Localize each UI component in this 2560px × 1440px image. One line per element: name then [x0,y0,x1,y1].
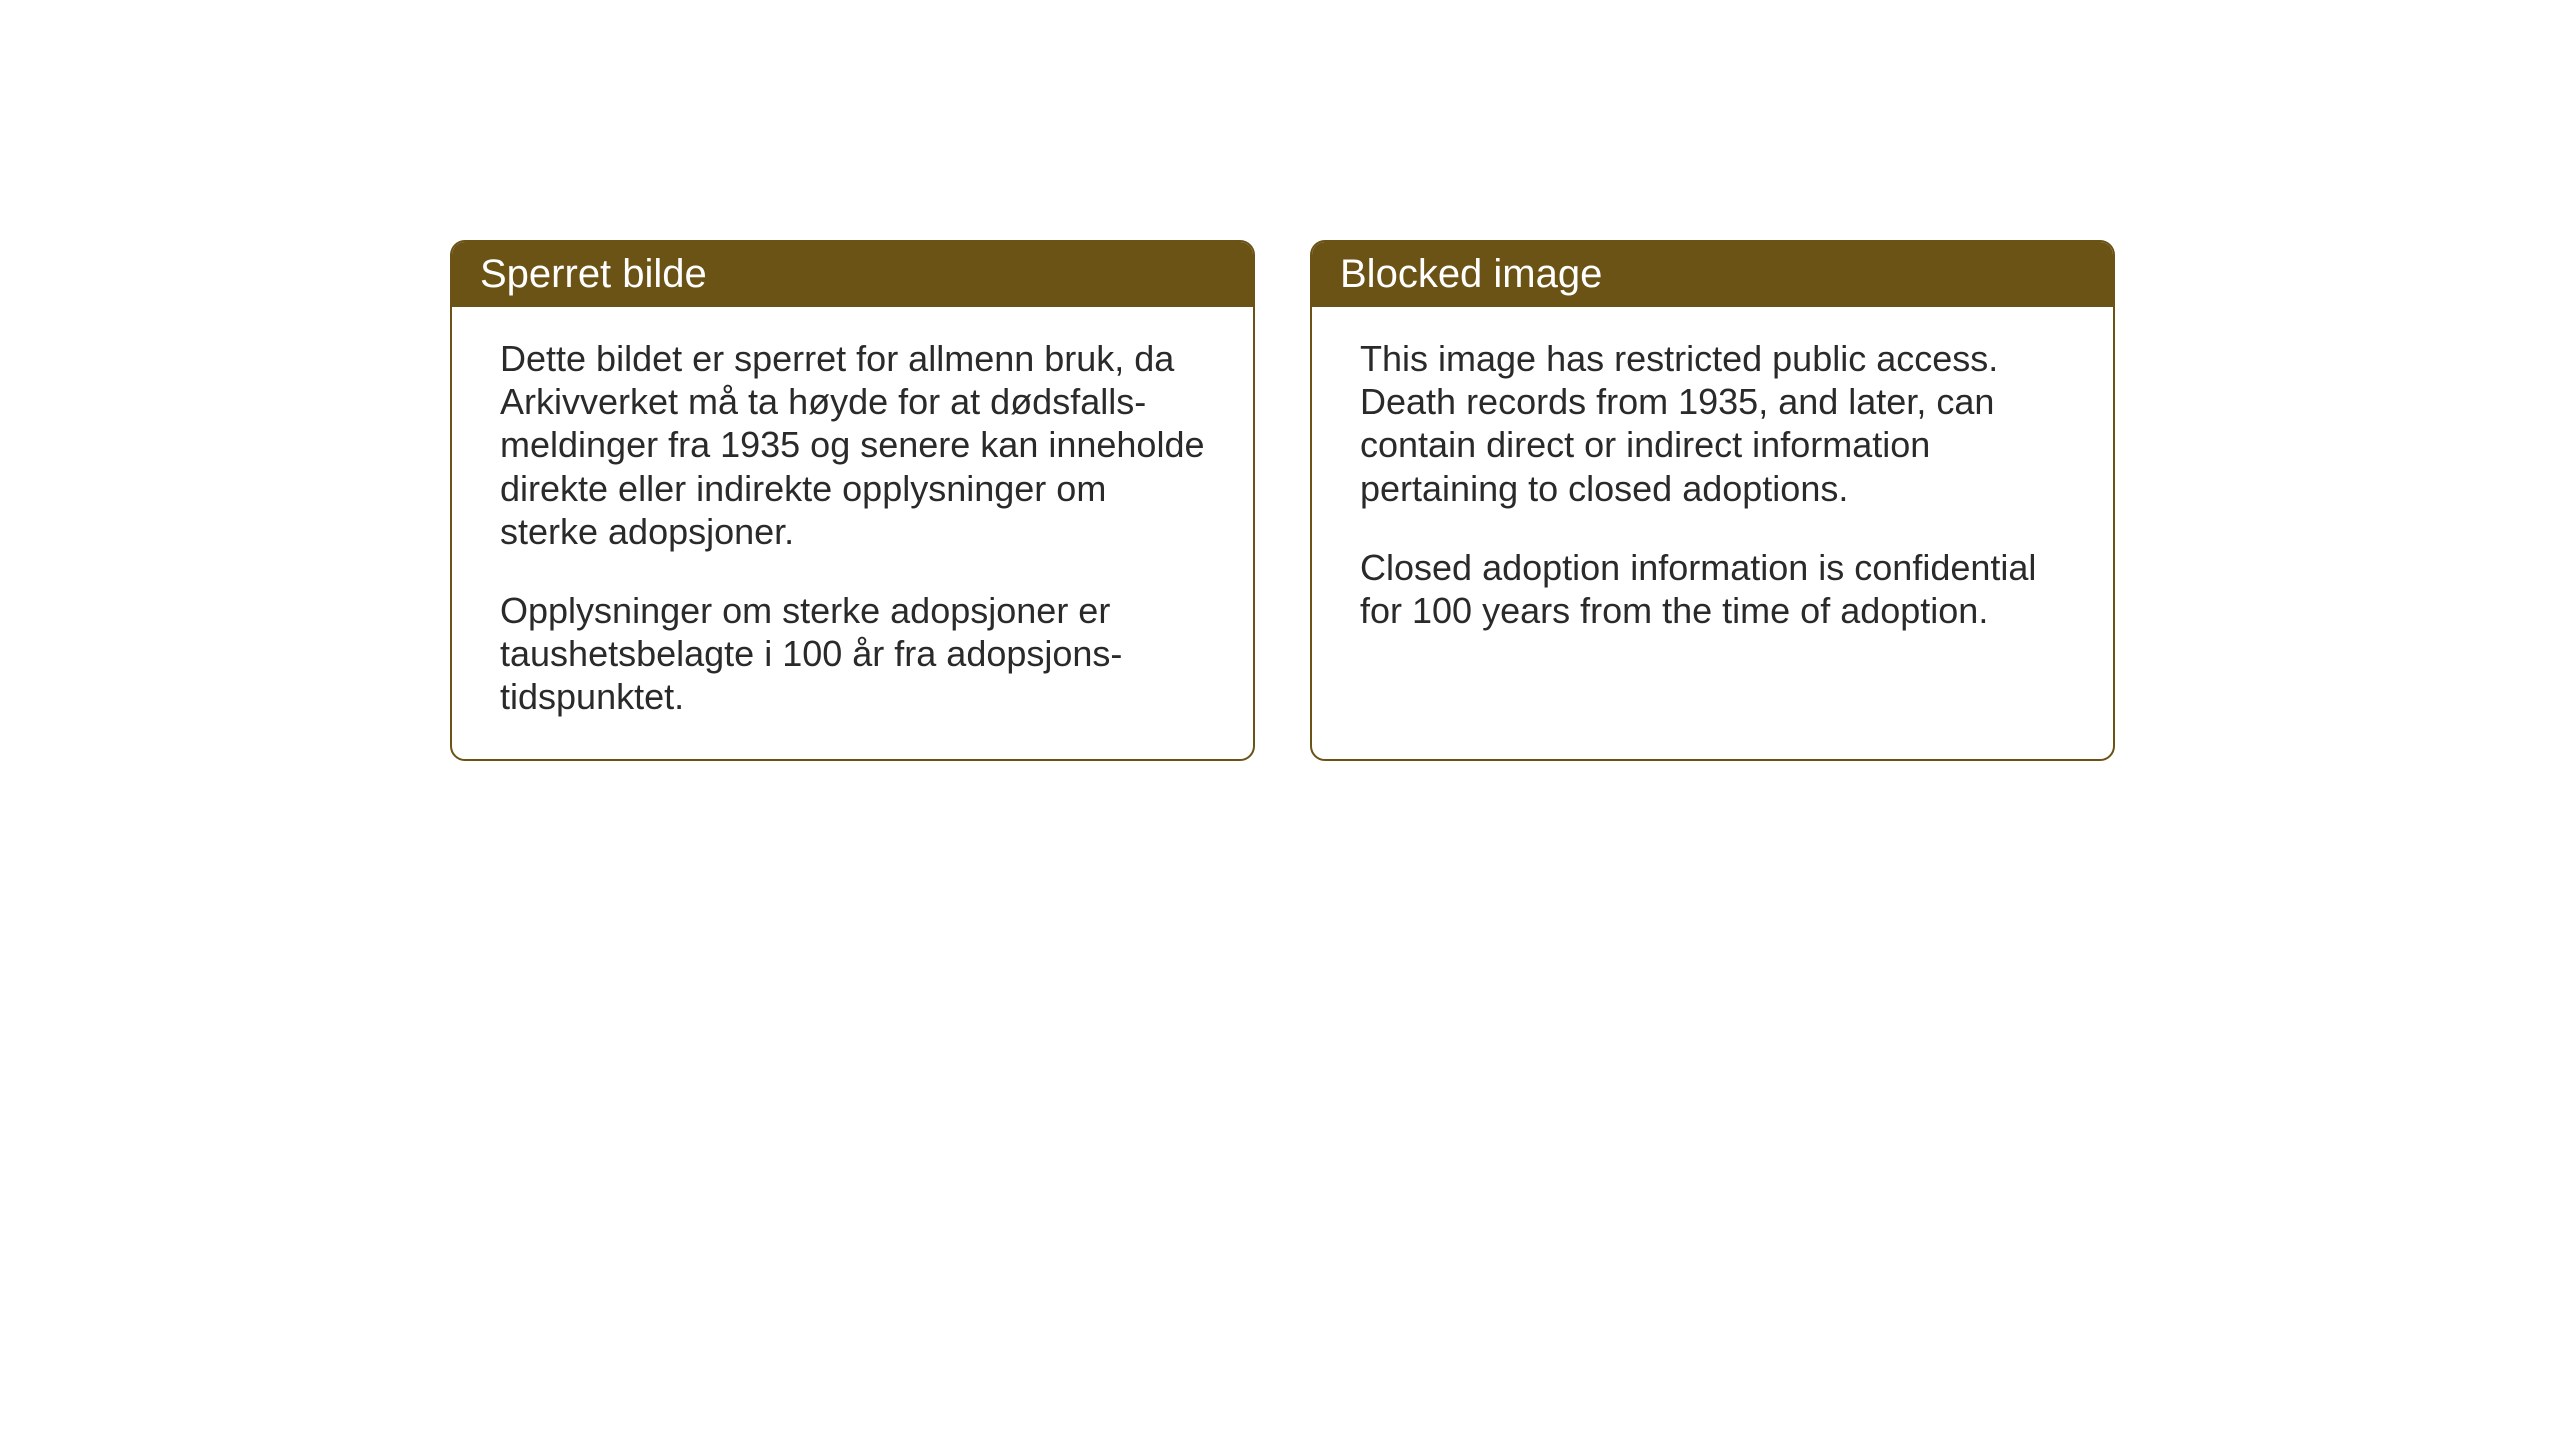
english-card: Blocked image This image has restricted … [1310,240,2115,761]
cards-container: Sperret bilde Dette bildet er sperret fo… [450,240,2115,761]
english-paragraph-2: Closed adoption information is confident… [1360,546,2065,632]
english-card-header: Blocked image [1312,242,2113,307]
norwegian-paragraph-1: Dette bildet er sperret for allmenn bruk… [500,337,1205,553]
english-card-title: Blocked image [1340,252,1602,296]
english-card-body: This image has restricted public access.… [1312,307,2113,732]
norwegian-card-body: Dette bildet er sperret for allmenn bruk… [452,307,1253,759]
norwegian-card-header: Sperret bilde [452,242,1253,307]
norwegian-paragraph-2: Opplysninger om sterke adopsjoner er tau… [500,589,1205,719]
english-paragraph-1: This image has restricted public access.… [1360,337,2065,510]
norwegian-card: Sperret bilde Dette bildet er sperret fo… [450,240,1255,761]
norwegian-card-title: Sperret bilde [480,252,707,296]
